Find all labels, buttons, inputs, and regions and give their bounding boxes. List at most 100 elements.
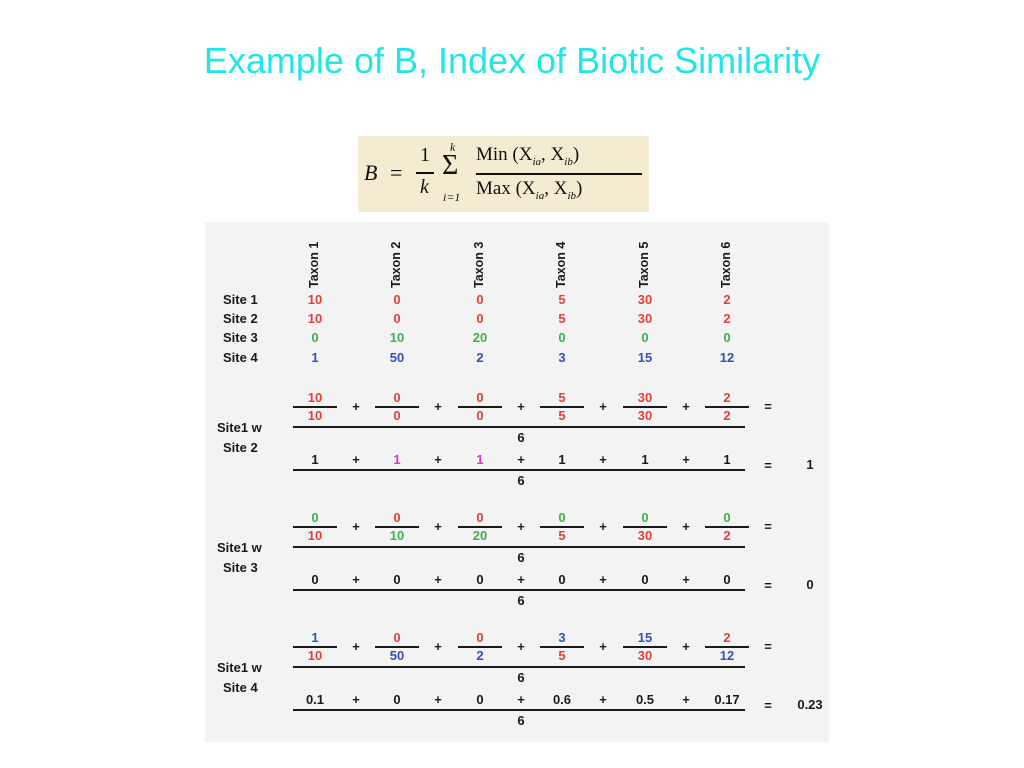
comparison-label: Site1 w (217, 420, 262, 435)
site-value: 0 (311, 330, 319, 345)
site-value: 10 (307, 292, 323, 307)
site-value: 0 (393, 292, 401, 307)
plus-sign: + (682, 639, 690, 654)
divisor: 6 (517, 593, 525, 608)
plus-sign: + (682, 452, 690, 467)
comparison-numerator: 15 (637, 630, 653, 645)
comparison-label: Site 2 (223, 440, 258, 455)
comparison-denominator: 5 (558, 528, 566, 543)
comparison-ratio: 0 (641, 572, 649, 587)
comparison-ratio: 0 (476, 692, 484, 707)
comparison-ratio: 0 (393, 572, 401, 587)
comparison-numerator: 0 (641, 510, 649, 525)
division-bar (293, 666, 745, 668)
division-bar (293, 546, 745, 548)
comparison-denominator: 10 (307, 408, 323, 423)
fraction-bar (375, 526, 419, 528)
formula-k: k (420, 176, 429, 198)
equals-sign: = (764, 519, 772, 534)
comparison-denominator: 50 (389, 648, 405, 663)
plus-sign: + (517, 399, 525, 414)
comparison-numerator: 0 (558, 510, 566, 525)
site-value: 30 (637, 311, 653, 326)
comparison-denominator: 30 (637, 408, 653, 423)
comparison-ratio: 0 (393, 692, 401, 707)
formula-equals: = (390, 160, 403, 185)
site-value: 0 (393, 311, 401, 326)
fraction-bar (375, 406, 419, 408)
plus-sign: + (352, 519, 360, 534)
comparison-ratio: 0 (558, 572, 566, 587)
divisor: 6 (517, 550, 525, 565)
comparison-numerator: 0 (476, 630, 484, 645)
formula-lhs: B (364, 160, 378, 185)
comparison-numerator: 0 (723, 510, 731, 525)
site-value: 2 (723, 311, 731, 326)
comparison-result: 0 (806, 577, 814, 592)
comparison-denominator: 5 (558, 648, 566, 663)
plus-sign: + (517, 639, 525, 654)
site-value: 5 (558, 292, 566, 307)
division-bar (293, 469, 745, 471)
taxon-header: Taxon 3 (472, 241, 486, 288)
comparison-numerator: 3 (558, 630, 566, 645)
comparison-numerator: 0 (476, 510, 484, 525)
calculation-panel: Taxon 1 Taxon 2 Taxon 3 Taxon 4 Taxon 5 Taxon… (205, 222, 829, 742)
formula-image: B = 1 k k Σ i=1 Min (Xia, Xib) Max (Xia,… (358, 136, 649, 212)
comparison-ratio: 1 (723, 452, 731, 467)
formula-sum-top: k (450, 140, 456, 154)
slide-title: Example of B, Index of Biotic Similarity (203, 40, 821, 81)
site-label: Site 3 (223, 330, 258, 345)
comparison-label: Site1 w (217, 660, 262, 675)
site-label: Site 1 (223, 292, 258, 307)
formula-fraction-bar (416, 172, 434, 174)
plus-sign: + (434, 692, 442, 707)
site-value: 0 (558, 330, 566, 345)
comparison-denominator: 12 (719, 648, 735, 663)
comparison-numerator: 10 (307, 390, 323, 405)
comparison-denominator: 0 (393, 408, 401, 423)
comparison-denominator: 30 (637, 528, 653, 543)
site-value: 0 (476, 311, 484, 326)
plus-sign: + (682, 519, 690, 534)
plus-sign: + (682, 692, 690, 707)
comparison-denominator: 5 (558, 408, 566, 423)
comparison-numerator: 2 (723, 630, 731, 645)
division-bar (293, 426, 745, 428)
fraction-bar (458, 646, 502, 648)
site-value: 10 (307, 311, 323, 326)
fraction-bar (458, 526, 502, 528)
comparison-ratio: 1 (641, 452, 649, 467)
fraction-bar (705, 406, 749, 408)
fraction-bar (293, 526, 337, 528)
comparison-ratio: 0.17 (714, 692, 740, 707)
fraction-bar (623, 406, 667, 408)
fraction-bar (705, 526, 749, 528)
comparison-numerator: 1 (311, 630, 319, 645)
comparison-ratio: 0 (476, 572, 484, 587)
division-bar (293, 709, 745, 711)
comparison-denominator: 2 (476, 648, 484, 663)
plus-sign: + (352, 639, 360, 654)
comparison-denominator: 2 (723, 528, 731, 543)
comparison-label: Site 4 (223, 680, 258, 695)
comparison-label: Site 3 (223, 560, 258, 575)
formula-sum-symbol: Σ (442, 150, 459, 181)
comparison-ratio: 1 (311, 452, 319, 467)
plus-sign: + (434, 639, 442, 654)
plus-sign: + (434, 572, 442, 587)
site-value: 10 (389, 330, 405, 345)
comparison-denominator: 30 (637, 648, 653, 663)
comparison-numerator: 0 (476, 390, 484, 405)
site-value: 2 (476, 350, 484, 365)
comparison-result: 1 (806, 457, 814, 472)
comparison-ratio: 1 (393, 452, 401, 467)
fraction-bar (623, 526, 667, 528)
plus-sign: + (682, 572, 690, 587)
divisor: 6 (517, 670, 525, 685)
comparison-ratio: 0 (311, 572, 319, 587)
site-value: 0 (641, 330, 649, 345)
plus-sign: + (517, 452, 525, 467)
taxon-header: Taxon 6 (719, 241, 733, 288)
divisor: 6 (517, 430, 525, 445)
